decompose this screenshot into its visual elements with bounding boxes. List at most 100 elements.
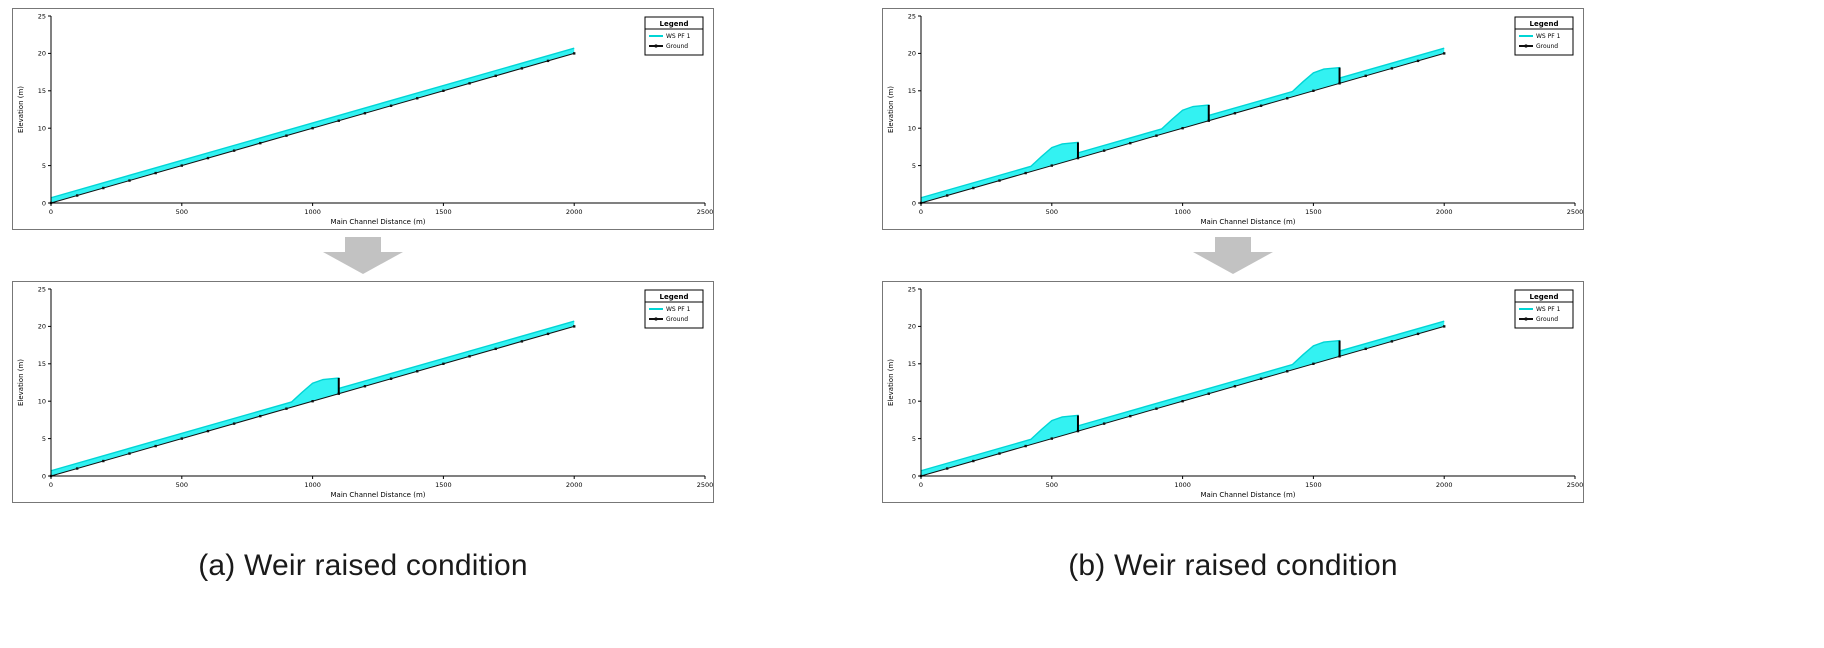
x-tick-label: 1500 [1305, 208, 1322, 216]
x-tick-label: 1000 [304, 208, 321, 216]
profile-chart-a-before: 0 500 1000 1500 2000 2500 0 5 10 15 20 25 Main Chann… [12, 8, 714, 230]
ground-marker [416, 97, 419, 100]
column-a: 0 500 1000 1500 2000 2500 0 5 10 15 20 25 Main Chann… [12, 8, 714, 583]
ground-marker [520, 340, 524, 343]
legend-sample-dot [654, 317, 658, 321]
ground-marker [232, 149, 236, 152]
legend-entry-label: Ground [666, 316, 688, 323]
y-tick-label: 10 [908, 398, 916, 406]
ground-marker [75, 467, 79, 470]
ground-marker [972, 186, 975, 190]
ground-marker [311, 127, 314, 130]
x-tick-label: 0 [919, 208, 923, 216]
x-tick-label: 2000 [566, 481, 583, 489]
y-tick-label: 20 [38, 50, 46, 58]
profile-plot: 0 500 1000 1500 2000 2500 0 5 10 15 20 25 Main Chann… [887, 12, 1583, 226]
legend-sample-dot [654, 44, 658, 48]
x-tick-label: 0 [49, 481, 53, 489]
y-tick-label: 0 [912, 199, 916, 207]
ground-marker [102, 186, 105, 190]
ground-marker [154, 171, 157, 175]
ground-marker [389, 377, 393, 380]
ground-marker [1102, 422, 1106, 425]
ground-marker [1181, 400, 1184, 403]
y-tick-label: 20 [908, 50, 916, 58]
ground-marker [311, 400, 314, 403]
x-tick-label: 500 [1046, 208, 1058, 216]
ground-marker [389, 104, 393, 107]
legend-title: Legend [660, 293, 689, 301]
ground-marker [232, 422, 236, 425]
y-tick-label: 15 [38, 87, 46, 95]
profile-chart-b-after: 0 500 1000 1500 2000 2500 0 5 10 15 20 25 Main Chann… [882, 281, 1584, 503]
ground-marker [259, 414, 262, 418]
ground-marker [1390, 340, 1394, 343]
ground-marker [337, 119, 340, 122]
legend-entry-label: WS PF 1 [666, 306, 691, 313]
y-axis-title: Elevation (m) [887, 86, 895, 133]
x-tick-label: 2000 [1436, 208, 1453, 216]
ground-marker [1233, 385, 1237, 388]
ground-marker [1259, 377, 1263, 380]
x-tick-label: 500 [176, 208, 188, 216]
y-tick-label: 25 [908, 12, 916, 20]
x-tick-label: 2500 [1567, 481, 1583, 489]
y-axis-title: Elevation (m) [887, 359, 895, 406]
legend-entry-label: WS PF 1 [1536, 306, 1561, 313]
y-axis-title: Elevation (m) [17, 86, 25, 133]
x-axis-title: Main Channel Distance (m) [330, 218, 425, 226]
down-arrow-stem [1215, 237, 1251, 252]
ground-marker [180, 437, 183, 440]
figure-page: 0 500 1000 1500 2000 2500 0 5 10 15 20 25 Main Chann… [12, 8, 1584, 583]
x-tick-label: 0 [49, 208, 53, 216]
water-area [921, 48, 1445, 203]
x-tick-label: 500 [1046, 481, 1058, 489]
x-tick-label: 500 [176, 481, 188, 489]
ground-marker [1233, 112, 1237, 115]
legend-entry-label: Ground [1536, 43, 1558, 50]
down-arrow-stem [345, 237, 381, 252]
profile-plot: 0 500 1000 1500 2000 2500 0 5 10 15 20 25 Main Chann… [17, 285, 713, 499]
x-tick-label: 2500 [697, 481, 713, 489]
water-surface-line [920, 320, 1445, 472]
water-area [51, 321, 575, 476]
legend-entry-label: WS PF 1 [666, 33, 691, 40]
ground-marker [206, 429, 210, 433]
ground-marker [1416, 332, 1420, 336]
ground-marker [128, 452, 131, 455]
ground-marker [1286, 370, 1289, 373]
legend-entry-label: Ground [666, 43, 688, 50]
x-tick-label: 1500 [435, 208, 452, 216]
ground-marker [494, 347, 497, 351]
ground-marker [1259, 104, 1263, 107]
column-b: 0 500 1000 1500 2000 2500 0 5 10 15 20 25 Main Chann… [882, 8, 1584, 583]
ground-marker [206, 156, 210, 160]
legend-sample-dot [1524, 44, 1528, 48]
water-surface-line [920, 47, 1445, 199]
ground-marker [573, 325, 576, 328]
down-arrow-head [1193, 252, 1273, 274]
ground-marker [945, 467, 949, 470]
y-tick-label: 15 [38, 360, 46, 368]
ground-marker [998, 179, 1001, 182]
ground-marker [546, 332, 550, 336]
x-axis-title: Main Channel Distance (m) [1200, 491, 1295, 499]
water-area [51, 48, 575, 203]
x-tick-label: 1000 [1174, 208, 1191, 216]
ground-marker [1050, 164, 1053, 167]
ground-marker [1207, 392, 1210, 395]
ground-marker [1024, 444, 1027, 448]
ground-marker [1338, 355, 1341, 358]
y-tick-label: 0 [42, 199, 46, 207]
y-tick-label: 15 [908, 360, 916, 368]
y-tick-label: 5 [42, 162, 46, 170]
ground-marker [573, 52, 576, 55]
ground-marker [1129, 141, 1132, 145]
ground-marker [1102, 149, 1106, 152]
ground-marker [285, 407, 288, 410]
y-tick-label: 10 [38, 125, 46, 133]
ground-marker [972, 459, 975, 463]
ground-marker [102, 459, 105, 463]
profile-chart-a-after: 0 500 1000 1500 2000 2500 0 5 10 15 20 25 Main Chann… [12, 281, 714, 503]
y-tick-label: 25 [38, 12, 46, 20]
